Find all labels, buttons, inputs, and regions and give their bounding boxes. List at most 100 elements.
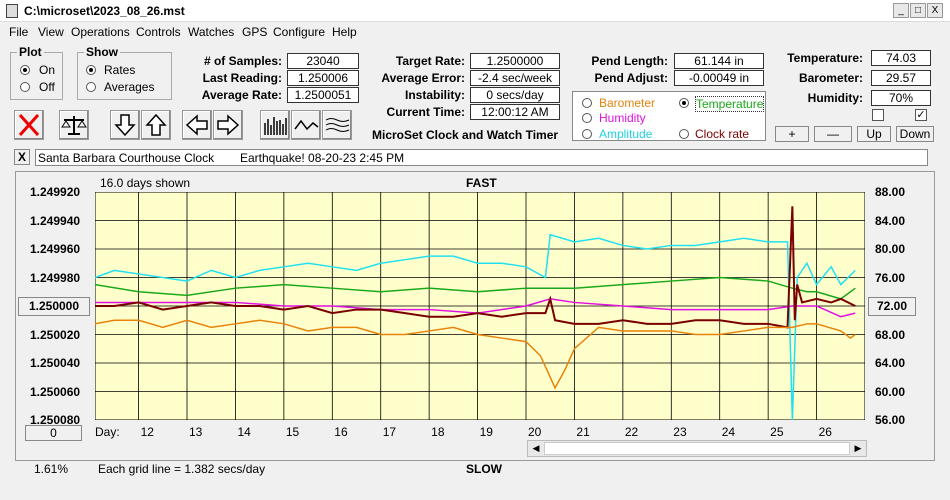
day-tick-label: 14 bbox=[237, 425, 251, 439]
day-tick-label: 19 bbox=[479, 425, 493, 439]
barometer-value: 29.57 bbox=[871, 70, 931, 86]
scroll-right-arrow-icon[interactable]: ▶ bbox=[854, 443, 862, 453]
right-tick-label: 64.00 bbox=[875, 356, 906, 370]
days-shown: 16.0 days shown bbox=[100, 176, 191, 190]
barometer-label: Barometer: bbox=[798, 71, 863, 85]
current-time-value: 12:00:12 AM bbox=[470, 104, 560, 120]
average-rate-value: 1.2500051 bbox=[287, 87, 359, 103]
series-temperature bbox=[95, 276, 856, 300]
smooth-button[interactable] bbox=[322, 110, 352, 140]
plot-off-label: Off bbox=[39, 80, 55, 94]
pend-adjust-value: -0.00049 in bbox=[674, 70, 764, 86]
humidity-radio[interactable] bbox=[582, 113, 592, 123]
left-baseline-box[interactable]: 1.250000 bbox=[18, 297, 90, 316]
up-arrow-icon bbox=[145, 113, 167, 136]
close-button[interactable]: X bbox=[927, 3, 943, 18]
minimize-button[interactable]: _ bbox=[893, 3, 909, 18]
scroll-right-button[interactable] bbox=[213, 110, 243, 140]
checkbox-left[interactable] bbox=[872, 109, 884, 121]
zero-button[interactable]: 0 bbox=[25, 425, 82, 441]
show-group-title: Show bbox=[84, 45, 120, 59]
plot-area bbox=[95, 192, 865, 420]
temperature-label: Temperature: bbox=[787, 51, 863, 65]
menu-watches[interactable]: Watches bbox=[188, 25, 235, 39]
histogram-icon bbox=[264, 117, 287, 135]
menu-gps[interactable]: GPS bbox=[242, 25, 268, 39]
left-tick-label: 1.250040 bbox=[30, 356, 81, 370]
down-button[interactable]: Down bbox=[896, 126, 934, 142]
scrollbar-thumb[interactable] bbox=[544, 442, 850, 455]
right-baseline-box[interactable]: 72.00 bbox=[868, 297, 916, 316]
barometer-radio[interactable] bbox=[582, 98, 592, 108]
day-tick-label: 18 bbox=[431, 425, 445, 439]
histogram-button[interactable] bbox=[260, 110, 290, 140]
left-tick-label: 1.249960 bbox=[30, 242, 81, 256]
menu-help[interactable]: Help bbox=[332, 25, 357, 39]
humidity-value: 70% bbox=[871, 90, 931, 106]
delete-button[interactable] bbox=[14, 110, 44, 140]
day-tick-label: 15 bbox=[285, 425, 300, 439]
checkbox-right-checked[interactable]: ✓ bbox=[915, 109, 927, 121]
menu-file[interactable]: File bbox=[9, 25, 29, 39]
day-tick-label: 22 bbox=[624, 425, 639, 439]
amplitude-option[interactable]: Amplitude bbox=[599, 127, 653, 141]
minus-button[interactable]: — bbox=[814, 126, 852, 142]
menu-operations[interactable]: Operations bbox=[71, 25, 130, 39]
plot-on-radio[interactable] bbox=[20, 65, 30, 75]
day-tick-label: 21 bbox=[576, 425, 590, 439]
show-rates-label: Rates bbox=[104, 63, 136, 77]
slow-label: SLOW bbox=[466, 462, 502, 476]
maximize-button[interactable]: □ bbox=[910, 3, 926, 18]
show-rates-radio[interactable] bbox=[86, 65, 96, 75]
x-icon bbox=[18, 113, 40, 137]
day-tick-label: 25 bbox=[770, 425, 784, 439]
up-button[interactable]: Up bbox=[857, 126, 891, 142]
day-axis-label: Day: bbox=[95, 425, 120, 439]
last-reading-label: Last Reading: bbox=[202, 71, 282, 85]
down-arrow-icon bbox=[114, 114, 136, 137]
scroll-left-arrow-icon[interactable]: ◀ bbox=[532, 443, 540, 453]
clock-rate-radio[interactable] bbox=[679, 129, 689, 139]
day-tick-label: 20 bbox=[528, 425, 542, 439]
right-tick-label: 80.00 bbox=[875, 242, 906, 256]
right-tick-label: 56.00 bbox=[875, 413, 906, 427]
plot-group: Plot On Off bbox=[10, 45, 63, 100]
menu-view[interactable]: View bbox=[38, 25, 64, 39]
menu-controls[interactable]: Controls bbox=[136, 25, 181, 39]
menu-configure[interactable]: Configure bbox=[273, 25, 326, 39]
plot-off-radio[interactable] bbox=[20, 82, 30, 92]
humidity-option[interactable]: Humidity bbox=[599, 111, 646, 125]
balance-button[interactable] bbox=[59, 110, 89, 140]
wave-button[interactable] bbox=[291, 110, 321, 140]
smooth-wave-icon bbox=[325, 118, 350, 132]
clock-rate-option[interactable]: Clock rate bbox=[695, 127, 750, 141]
note-text: Earthquake! 08-20-23 2:45 PM bbox=[240, 151, 405, 165]
scroll-up-button[interactable] bbox=[141, 110, 171, 140]
horizontal-scrollbar[interactable]: ◀ ▶ bbox=[527, 440, 867, 457]
pend-adjust-label: Pend Adjust: bbox=[594, 71, 668, 85]
instability-label: Instability: bbox=[404, 88, 465, 102]
amplitude-radio[interactable] bbox=[582, 129, 592, 139]
scroll-left-button[interactable] bbox=[182, 110, 212, 140]
average-rate-label: Average Rate: bbox=[201, 88, 282, 102]
note-field[interactable]: Santa Barbara Courthouse Clock Earthquak… bbox=[35, 149, 928, 166]
right-arrow-icon bbox=[217, 114, 240, 136]
show-averages-radio[interactable] bbox=[86, 82, 96, 92]
target-rate-label: Target Rate: bbox=[395, 54, 465, 68]
day-tick-label: 16 bbox=[334, 425, 348, 439]
title-bar: C:\microset\2023_08_26.mst _ □ X bbox=[0, 0, 950, 22]
left-tick-label: 1.249940 bbox=[30, 213, 81, 228]
barometer-option[interactable]: Barometer bbox=[599, 96, 656, 110]
right-tick-label: 68.00 bbox=[875, 327, 906, 342]
current-time-label: Current Time: bbox=[386, 105, 465, 119]
left-tick-label: 1.249920 bbox=[30, 185, 81, 199]
pend-length-value: 61.144 in bbox=[674, 53, 764, 69]
clock-name: Santa Barbara Courthouse Clock bbox=[38, 151, 215, 165]
note-close-button[interactable]: X bbox=[14, 149, 30, 165]
temperature-radio[interactable] bbox=[679, 98, 689, 108]
plus-button[interactable]: + bbox=[775, 126, 809, 142]
plot-group-title: Plot bbox=[17, 45, 44, 59]
temperature-option[interactable]: Temperature bbox=[695, 96, 765, 112]
instability-value: 0 secs/day bbox=[470, 87, 560, 103]
scroll-down-button[interactable] bbox=[110, 110, 140, 140]
